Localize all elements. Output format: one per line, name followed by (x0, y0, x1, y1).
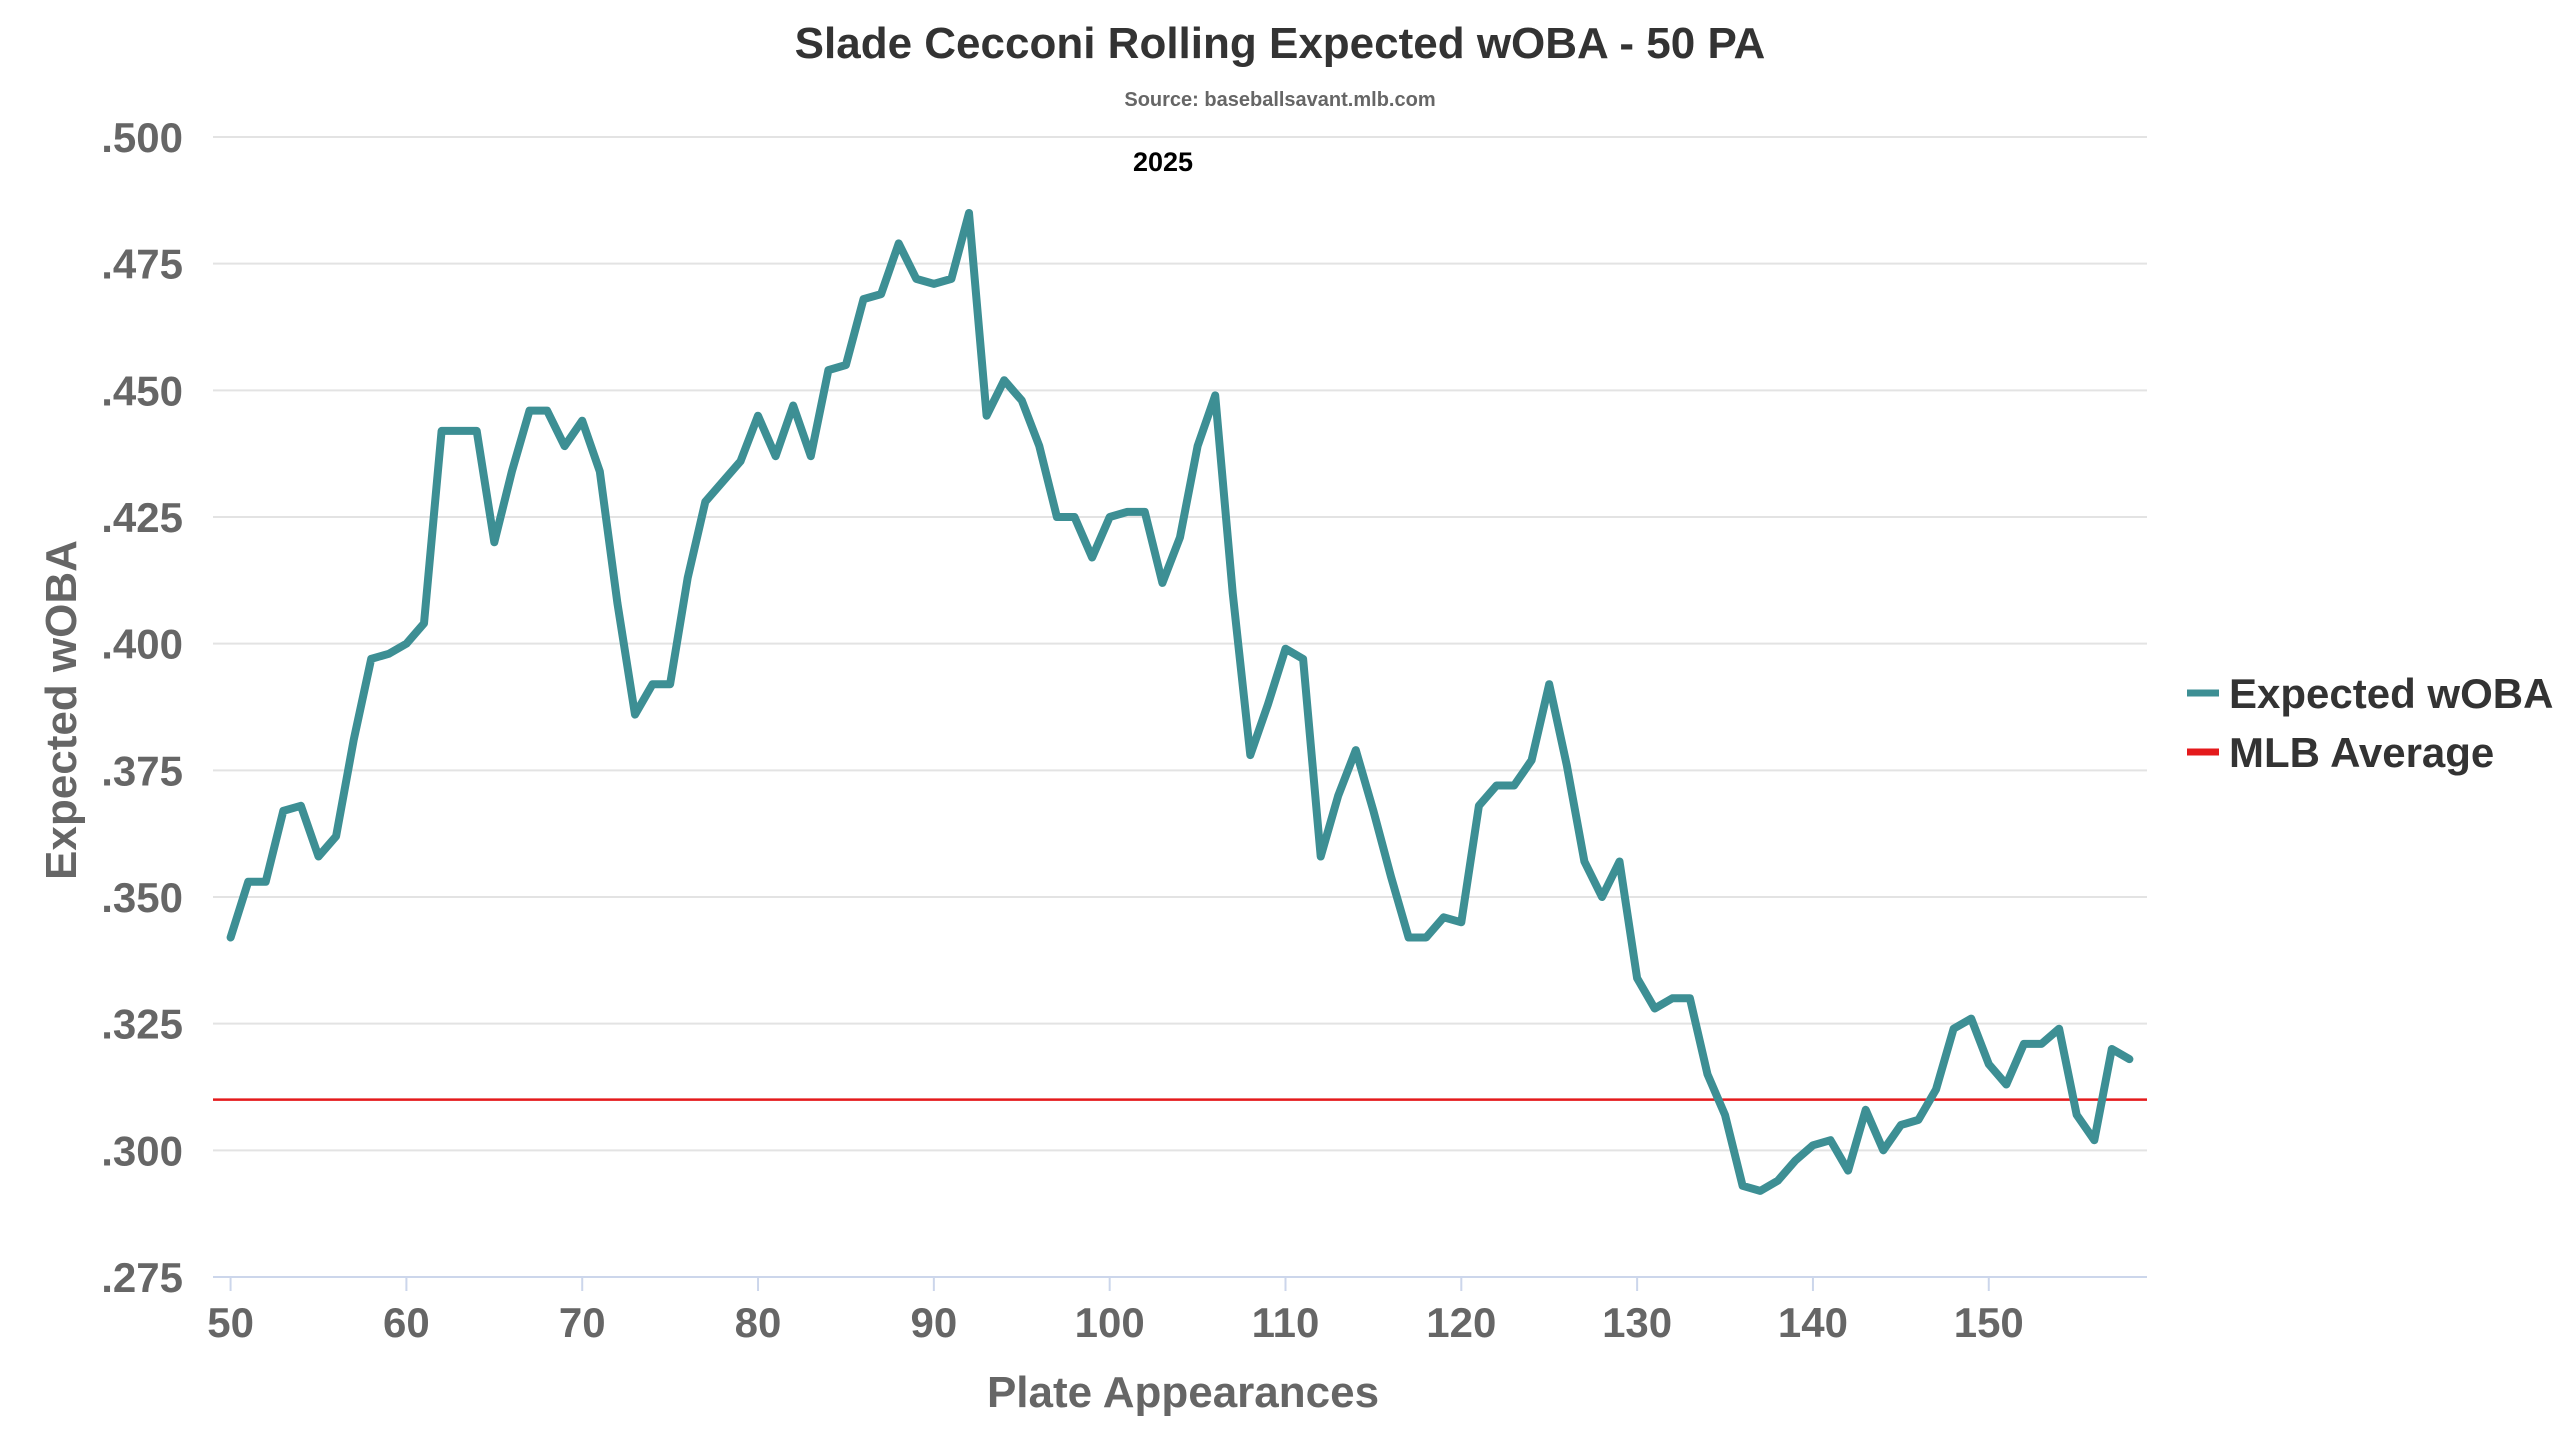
y-tick-label: .350 (101, 874, 183, 921)
series-line-expected-woba (226, 209, 2134, 1195)
x-tick-label: 120 (1426, 1299, 1496, 1346)
legend-label: Expected wOBA (2229, 670, 2553, 717)
x-tick-label: 50 (207, 1299, 254, 1346)
y-tick-label: .300 (101, 1127, 183, 1174)
x-tick-label: 150 (1954, 1299, 2024, 1346)
y-tick-label: .400 (101, 621, 183, 668)
x-tick-label: 140 (1778, 1299, 1848, 1346)
y-tick-label: .425 (101, 494, 183, 541)
y-tick-label: .325 (101, 1001, 183, 1048)
y-tick-label: .500 (101, 114, 183, 161)
y-axis-title: Expected wOBA (37, 540, 86, 880)
legend-label: MLB Average (2229, 729, 2494, 776)
year-annotation: 2025 (1133, 147, 1193, 177)
chart-subtitle: Source: baseballsavant.mlb.com (1124, 89, 1435, 111)
series-layer (226, 209, 2134, 1195)
grid-lines (213, 136, 2147, 1152)
x-tick-label: 80 (735, 1299, 782, 1346)
x-tick-label: 70 (559, 1299, 606, 1346)
x-tick-labels: 50 60 70 80 90 100 110 120 130 140 150 (207, 1277, 2024, 1346)
x-tick-label: 100 (1075, 1299, 1145, 1346)
x-tick-label: 130 (1602, 1299, 1672, 1346)
x-axis-title: Plate Appearances (987, 1368, 1379, 1417)
y-tick-label: .450 (101, 367, 183, 414)
x-tick-label: 60 (383, 1299, 430, 1346)
y-tick-label: .375 (101, 747, 183, 794)
y-tick-label: .475 (101, 241, 183, 288)
y-tick-labels: .275 .300 .325 .350 .375 .400 .425 .450 .475 .500 (101, 114, 183, 1301)
legend: Expected wOBA MLB Average (2187, 670, 2553, 776)
y-tick-label: .275 (101, 1254, 183, 1301)
x-tick-label: 110 (1252, 1299, 1320, 1346)
x-tick-label: 90 (910, 1299, 957, 1346)
chart-title: Slade Cecconi Rolling Expected wOBA - 50… (795, 19, 1766, 68)
